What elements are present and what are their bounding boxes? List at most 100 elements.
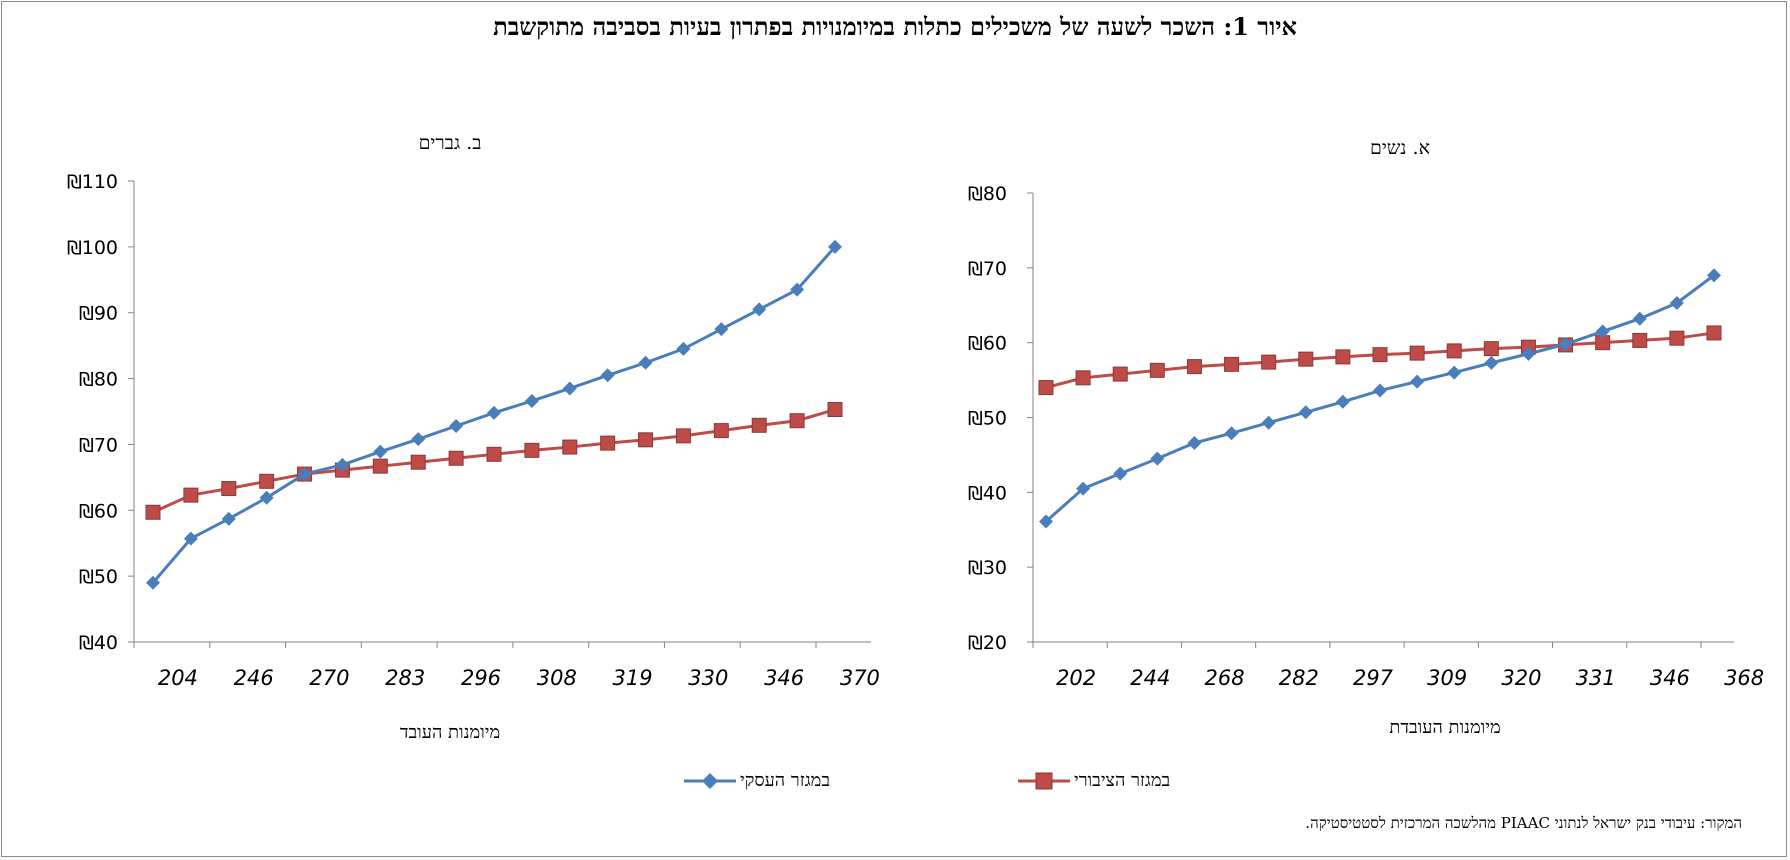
data-point-public xyxy=(751,417,767,433)
data-point-private xyxy=(487,405,501,420)
x-axis-label: מיומנות העובדת xyxy=(1389,717,1500,738)
x-tick-label: 297 xyxy=(1353,666,1394,690)
x-tick-label: 309 xyxy=(1427,666,1467,690)
data-point-private xyxy=(638,355,653,370)
data-point-private xyxy=(1224,426,1239,441)
data-point-public xyxy=(448,450,464,466)
y-tick-label: ₪70 xyxy=(968,258,1007,280)
x-tick-label: 204 xyxy=(158,666,198,690)
legend-item-private: במגזר העסקי xyxy=(684,770,830,791)
data-point-public xyxy=(1038,380,1054,396)
y-tick-label: ₪110 xyxy=(67,171,118,193)
x-tick-label: 370 xyxy=(840,666,880,690)
data-point-public xyxy=(145,504,161,520)
x-tick-label: 320 xyxy=(1501,666,1541,690)
data-point-private xyxy=(449,418,464,433)
data-point-private xyxy=(373,444,388,459)
data-point-public xyxy=(221,481,237,497)
data-point-public xyxy=(1149,362,1165,378)
data-point-private xyxy=(183,531,198,546)
data-point-public xyxy=(259,473,275,489)
data-point-private xyxy=(1298,405,1313,420)
data-point-public xyxy=(1706,325,1722,341)
data-point-private xyxy=(259,490,274,505)
data-point-private xyxy=(1707,268,1721,283)
legend-public-marker-icon xyxy=(1018,772,1070,789)
data-point-public xyxy=(1186,359,1202,375)
x-tick-label: 368 xyxy=(1724,666,1764,690)
data-point-private xyxy=(1632,311,1647,326)
data-point-private xyxy=(1595,324,1610,339)
y-tick-label: ₪50 xyxy=(968,408,1007,430)
chart-men: ₪40 ₪50 ₪60 ₪70 ₪80 ₪90 ₪100 ₪110 204 246 270 283 29… xyxy=(67,171,880,743)
data-point-private xyxy=(1076,481,1091,496)
data-point-public xyxy=(1446,343,1462,359)
data-point-private xyxy=(1150,451,1165,466)
data-point-private xyxy=(714,322,729,337)
panel-title-women: א. נשים xyxy=(1370,137,1430,159)
data-point-public xyxy=(183,487,199,503)
x-tick-label: 296 xyxy=(461,666,501,690)
data-point-private xyxy=(1373,383,1387,398)
data-point-public xyxy=(410,454,426,470)
data-point-public xyxy=(675,428,691,444)
data-point-public xyxy=(1224,356,1240,372)
data-point-private xyxy=(1261,415,1276,430)
data-point-public xyxy=(1632,332,1648,348)
data-point-private xyxy=(790,282,805,297)
x-tick-label: 346 xyxy=(764,666,804,690)
y-tick-label: ₪80 xyxy=(79,369,118,391)
y-tick-label: ₪20 xyxy=(968,632,1007,654)
data-point-private xyxy=(752,302,767,317)
y-tick-label: ₪70 xyxy=(79,434,118,456)
data-point-private xyxy=(1447,365,1462,380)
data-point-private xyxy=(1039,514,1053,529)
y-tick-label: ₪90 xyxy=(79,303,118,325)
panel-title-men: ב. גברים xyxy=(418,132,482,154)
legend-label-private: במגזר העסקי xyxy=(740,770,830,791)
x-tick-label: 319 xyxy=(613,666,653,690)
data-point-private xyxy=(524,393,539,408)
data-point-public xyxy=(789,413,805,429)
data-point-public xyxy=(486,446,502,462)
data-point-private xyxy=(1410,374,1425,389)
x-tick-label: 331 xyxy=(1576,666,1616,690)
data-point-public xyxy=(1112,366,1128,382)
data-point-public xyxy=(372,458,388,474)
y-tick-label: ₪80 xyxy=(968,183,1007,205)
data-point-private xyxy=(1558,337,1573,352)
data-point-public xyxy=(600,435,616,451)
x-tick-label: 330 xyxy=(688,666,728,690)
y-tick-label: ₪60 xyxy=(79,500,118,522)
data-point-private xyxy=(1484,355,1499,370)
data-point-private xyxy=(1669,296,1684,311)
data-point-private xyxy=(335,457,350,472)
data-point-public xyxy=(1372,347,1388,363)
data-point-public xyxy=(713,423,729,439)
x-tick-label: 283 xyxy=(385,666,425,690)
data-point-private xyxy=(411,432,426,447)
legend: במגזר העסקי במגזר הציבורי xyxy=(0,770,1790,794)
data-point-private xyxy=(676,341,691,356)
data-point-public xyxy=(1075,370,1091,386)
data-point-public xyxy=(524,442,540,458)
x-axis-label: מיומנות העובד xyxy=(400,722,500,743)
data-point-private xyxy=(1187,435,1202,450)
data-point-public xyxy=(1335,349,1351,365)
x-tick-label: 270 xyxy=(309,666,349,690)
data-point-private xyxy=(1335,394,1350,409)
chart-women: ₪20 ₪30 ₪40 ₪50 ₪60 ₪70 ₪80 202 244 268 282 297 309 3… xyxy=(968,183,1764,738)
y-tick-label: ₪60 xyxy=(968,333,1007,355)
y-tick-label: ₪100 xyxy=(67,237,118,259)
x-tick-label: 202 xyxy=(1056,666,1096,690)
series-line-private xyxy=(1045,274,1715,523)
data-point-private xyxy=(146,575,160,590)
data-point-public xyxy=(1409,345,1425,361)
x-tick-label: 308 xyxy=(537,666,577,690)
data-point-private xyxy=(828,239,842,254)
data-point-public xyxy=(1483,341,1499,357)
data-point-private xyxy=(221,511,236,526)
x-tick-label: 268 xyxy=(1205,666,1245,690)
data-point-public xyxy=(827,402,843,418)
